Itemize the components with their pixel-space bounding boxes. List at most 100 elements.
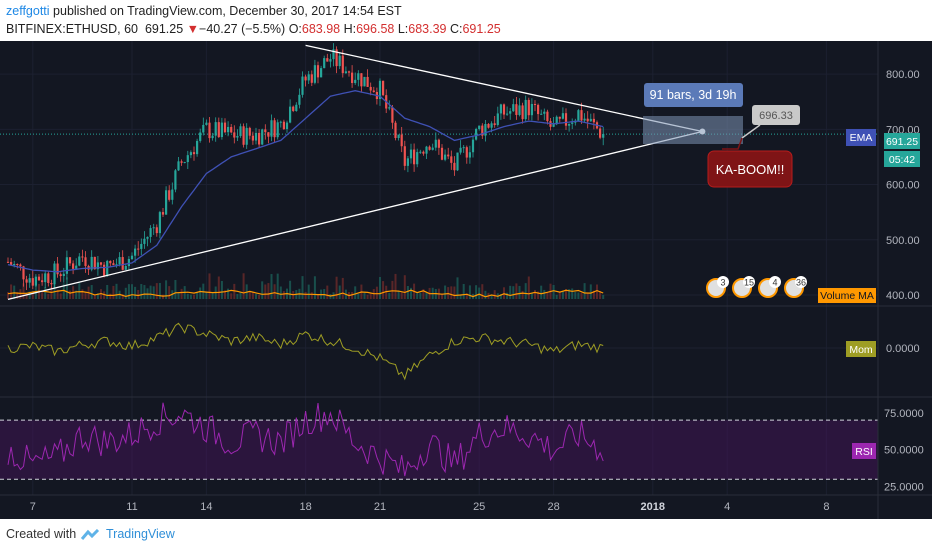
- volume-bar: [596, 284, 598, 299]
- volume-bar: [28, 291, 31, 299]
- candle-body: [236, 135, 239, 138]
- volume-bar: [503, 287, 505, 299]
- candle-body: [437, 139, 440, 148]
- candle-body: [289, 106, 292, 123]
- volume-bar: [385, 285, 388, 299]
- candle-body: [171, 189, 174, 200]
- candle-body: [440, 147, 444, 160]
- volume-bars: [7, 273, 605, 299]
- candle-body: [28, 278, 31, 283]
- event-badges[interactable]: 3 15 4 36: [706, 276, 807, 298]
- volume-bar: [351, 292, 354, 299]
- volume-bar: [124, 287, 127, 299]
- volume-bar: [255, 293, 257, 299]
- candle-body: [165, 190, 168, 215]
- volume-bar: [416, 293, 419, 299]
- volume-bar: [369, 293, 372, 299]
- candle-body: [78, 256, 81, 266]
- candle-body: [75, 265, 78, 269]
- candle-body: [344, 71, 347, 74]
- candle-body: [422, 151, 425, 154]
- candle-body: [456, 152, 459, 171]
- candle-body: [47, 273, 50, 283]
- high-value: 696.58: [356, 22, 395, 36]
- candle-body: [391, 107, 394, 123]
- candle-body: [388, 107, 391, 109]
- volume-bar: [16, 292, 19, 299]
- price-callout[interactable]: [752, 105, 800, 125]
- volume-bar: [589, 284, 592, 299]
- volume-bar: [50, 287, 53, 299]
- volume-bar: [47, 293, 50, 299]
- candle-body: [320, 68, 323, 78]
- candle-body: [285, 122, 289, 130]
- candle-body: [323, 58, 326, 69]
- volume-bar: [512, 286, 515, 299]
- ema-tag-text: EMA: [850, 132, 873, 144]
- volume-bar: [419, 293, 422, 299]
- volume-bar: [25, 292, 28, 299]
- candle-body: [103, 264, 106, 276]
- candle-body: [478, 125, 481, 130]
- candle-body: [270, 120, 273, 137]
- volume-bar: [121, 294, 124, 299]
- x-tick-label: 18: [299, 501, 311, 513]
- candle-body: [189, 152, 192, 156]
- candle-body: [183, 162, 186, 164]
- volume-bar: [478, 287, 481, 299]
- volume-bar: [335, 276, 338, 299]
- volume-bar: [453, 286, 456, 299]
- kaboom-callout[interactable]: [707, 150, 793, 188]
- candle-body: [230, 126, 233, 133]
- volume-bar: [561, 291, 564, 299]
- volume-bar: [441, 293, 443, 299]
- tradingview-logo-icon[interactable]: [80, 529, 102, 541]
- candle-body: [403, 146, 406, 166]
- price-chart[interactable]: 7 11 14 18 21 25 28 2018 4 8800.00700.00600.00500…: [0, 41, 932, 519]
- candle-body: [413, 149, 416, 165]
- candle-body: [527, 99, 530, 116]
- event-badge-count-bg: [795, 276, 807, 288]
- candle-body: [109, 260, 112, 264]
- volume-bar: [155, 283, 158, 299]
- price-callout-text: 696.33: [759, 110, 793, 122]
- volume-bar: [248, 291, 251, 299]
- candle-body: [459, 147, 462, 153]
- volume-bar: [382, 281, 385, 299]
- candle-body: [357, 73, 360, 80]
- candle-body: [177, 161, 180, 171]
- tradingview-brand-link[interactable]: TradingView: [106, 527, 175, 541]
- ema-tag: [846, 129, 876, 146]
- candle-body: [484, 123, 487, 136]
- candle-body: [583, 118, 586, 121]
- candle-body: [475, 129, 478, 140]
- volume-bar: [230, 293, 233, 299]
- volume-bar: [394, 273, 397, 299]
- volume-bar: [422, 289, 425, 299]
- rsi-tick-label: 50.0000: [884, 445, 924, 457]
- volume-bar: [515, 283, 518, 299]
- volume-bar: [586, 293, 589, 299]
- candle-body: [295, 104, 298, 111]
- volume-bar: [509, 285, 512, 299]
- volume-bar: [537, 291, 540, 299]
- candle-body: [419, 151, 422, 153]
- volume-bar: [580, 292, 583, 299]
- date-range-measure[interactable]: [643, 116, 743, 144]
- candle-body: [56, 263, 59, 275]
- candle-body: [366, 76, 369, 87]
- close-label: C:: [449, 22, 463, 36]
- volume-bar: [276, 273, 279, 299]
- author-link[interactable]: zeffgotti: [6, 4, 50, 18]
- candle-body: [533, 104, 537, 106]
- volume-bar: [75, 290, 78, 299]
- volume-bar: [307, 284, 310, 299]
- volume-bar: [379, 277, 381, 299]
- candle-body: [62, 273, 65, 277]
- x-tick-label: 14: [200, 501, 212, 513]
- candle-body: [555, 116, 558, 125]
- volume-bar: [236, 293, 239, 299]
- candle-body: [254, 132, 258, 141]
- candle-body: [521, 105, 524, 120]
- volume-bar: [388, 292, 391, 299]
